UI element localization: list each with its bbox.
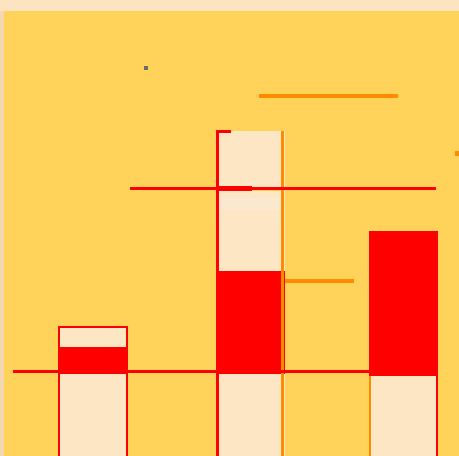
right-tower-red-block <box>369 231 438 376</box>
left-tower <box>58 326 128 456</box>
center-tower-top-cream <box>216 131 285 189</box>
right-tower-base <box>369 376 438 456</box>
ground-red-line <box>13 370 369 373</box>
left-tower-left-edge <box>58 326 60 456</box>
center-tower <box>216 130 285 456</box>
left-tower-cap <box>58 326 128 347</box>
center-tower-light-band <box>218 198 283 210</box>
left-tower-red-block <box>58 347 128 374</box>
top-band <box>0 0 459 11</box>
left-edge <box>0 11 4 456</box>
right-tower <box>369 231 438 456</box>
center-tower-right-edge <box>281 131 284 456</box>
center-tower-base <box>216 374 285 456</box>
left-tower-cap-top-line <box>58 326 128 328</box>
upper-red-line <box>130 187 436 190</box>
center-tower-left-edge <box>216 130 219 456</box>
left-tower-right-edge <box>126 326 128 456</box>
center-tower-red-block <box>216 271 285 374</box>
right-tower-right-edge <box>436 376 438 456</box>
left-tower-base <box>58 374 128 456</box>
floating-platform-middle <box>285 279 354 283</box>
floating-platform-top <box>259 94 398 98</box>
right-edge-marker <box>455 151 459 156</box>
center-tower-top-line <box>216 130 231 133</box>
right-tower-left-edge <box>369 376 371 456</box>
speck <box>144 66 148 70</box>
